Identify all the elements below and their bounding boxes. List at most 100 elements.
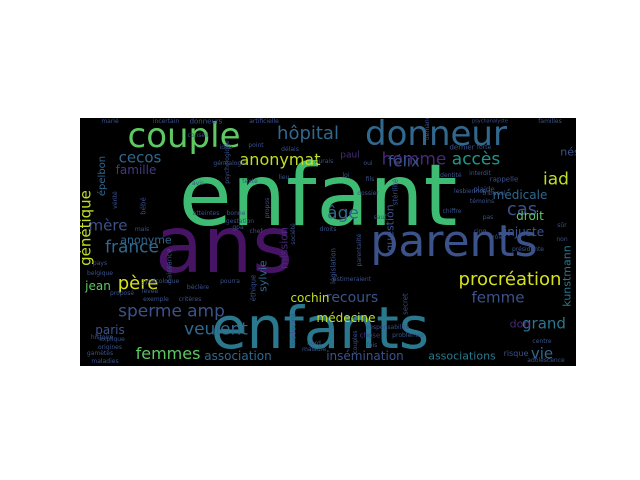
word-cloud-word: famille <box>115 163 157 177</box>
word-cloud-word: estimeraient <box>332 276 372 283</box>
word-cloud-word: associations <box>428 349 496 363</box>
word-cloud-word: maladies <box>91 358 119 365</box>
word-cloud-word: insémination <box>326 349 404 363</box>
word-cloud-word: chef <box>249 228 263 235</box>
word-cloud-word: présidente <box>512 246 544 253</box>
word-cloud-word: témoins <box>469 198 495 205</box>
word-cloud-word: texte <box>242 178 258 185</box>
word-cloud-word: sûr <box>557 222 567 229</box>
word-cloud-word: identité <box>438 172 462 179</box>
word-cloud-word: chose <box>359 331 381 340</box>
word-cloud-word: marié <box>101 118 119 125</box>
word-cloud-word: histoire <box>90 334 114 341</box>
word-cloud-word: conseil <box>187 132 209 139</box>
word-cloud-word: cecos <box>118 148 162 167</box>
word-cloud-word: avis <box>191 180 205 187</box>
word-cloud-word: incertain <box>152 118 180 125</box>
word-cloud-word: femmes <box>135 344 201 363</box>
word-cloud-word: délais <box>281 146 299 153</box>
word-cloud-word: fils <box>365 176 375 183</box>
word-cloud-word: médecins <box>289 313 298 347</box>
word-cloud-word: enfants <box>210 294 430 362</box>
word-cloud-word: responsabilité <box>366 324 410 331</box>
word-cloud-word: gestation <box>225 218 255 225</box>
word-cloud-word: anonymat <box>239 150 321 169</box>
word-cloud-word: aurais <box>314 158 334 165</box>
word-cloud-word: don <box>509 317 531 331</box>
word-cloud-word: vie <box>530 344 554 363</box>
word-cloud-word: père <box>117 273 159 294</box>
word-cloud-word: droit <box>516 209 544 223</box>
word-cloud-word: grand <box>522 314 566 333</box>
word-cloud-word: point <box>248 142 264 149</box>
word-cloud-word: maladie <box>301 346 327 353</box>
word-cloud-word: société <box>290 223 297 245</box>
word-cloud-word: cas <box>506 199 538 220</box>
word-cloud-word: secret <box>401 293 410 315</box>
word-cloud-word: centre <box>532 338 552 345</box>
word-cloud-word: cinq <box>473 228 487 235</box>
word-cloud-word: médecine <box>316 311 376 325</box>
word-cloud-word: demande <box>424 118 431 141</box>
word-cloud-word: tribunal <box>482 190 506 197</box>
word-cloud: enfant ans enfants parents couple donneur proc… <box>80 118 576 366</box>
word-cloud-word: question <box>383 204 397 252</box>
word-cloud-word: généalogie <box>213 160 247 167</box>
word-cloud-word: gamètes <box>86 350 114 357</box>
word-cloud-word: gynécologue <box>140 278 180 285</box>
word-cloud-word: pays <box>92 260 108 267</box>
word-cloud-word: enfant <box>178 146 458 246</box>
word-cloud-word: artificielle <box>249 118 279 125</box>
word-cloud-word: droits <box>319 226 337 233</box>
word-cloud-word: législation <box>329 248 338 284</box>
word-cloud-word: non <box>556 236 568 243</box>
word-cloud-word: éthique <box>249 274 258 302</box>
word-cloud-word: oui <box>363 160 373 167</box>
word-cloud-word: rôle <box>492 234 504 241</box>
word-cloud-word: levée <box>141 288 159 295</box>
word-cloud-word: risque <box>503 349 529 358</box>
word-cloud-word: femme <box>471 288 525 307</box>
word-cloud-word: explique <box>99 336 125 343</box>
word-cloud-word: vérité <box>112 191 119 209</box>
word-cloud-word: procréation <box>458 269 562 290</box>
word-cloud-word: france <box>105 237 159 258</box>
word-cloud-word: mère <box>88 216 128 235</box>
word-cloud-word: dossier <box>357 190 379 197</box>
word-cloud-word: idée <box>219 144 233 151</box>
word-cloud-word: atteintes <box>192 210 220 217</box>
word-cloud-word: kunstmann <box>560 245 574 307</box>
word-cloud-word: médicale <box>492 188 548 202</box>
word-cloud-word: origines <box>98 344 122 351</box>
word-cloud-word: béclère <box>186 284 210 291</box>
word-cloud-word: injuste <box>503 225 545 239</box>
word-cloud-word: donneur <box>365 118 507 154</box>
word-cloud-word: félix <box>388 152 420 171</box>
word-cloud-word: fois <box>366 342 378 349</box>
word-cloud-word: nés <box>560 145 576 159</box>
word-cloud-word: anonyme <box>120 233 172 247</box>
word-cloud-word: cochin <box>290 291 330 305</box>
word-cloud-word: forte <box>476 144 492 151</box>
word-cloud-word: association <box>204 349 272 363</box>
word-cloud-word: couples <box>352 330 359 354</box>
word-cloud-word: sylvie <box>256 260 270 292</box>
word-cloud-word: sperme <box>118 301 182 322</box>
word-cloud-word: psychologique <box>224 140 231 184</box>
word-cloud-word: exemple <box>143 296 169 303</box>
word-cloud-word: psychanalyste <box>472 118 508 125</box>
word-cloud-word: rappelle <box>489 175 519 184</box>
word-cloud-word: sauf <box>373 214 387 221</box>
word-cloud-word: recours <box>325 290 379 306</box>
word-cloud-word: iad <box>543 169 569 190</box>
word-cloud-word: critères <box>178 296 202 303</box>
word-cloud-word: parentalité <box>356 233 363 267</box>
word-cloud-word: paul <box>340 150 360 161</box>
word-cloud-word: amp <box>187 301 225 322</box>
word-cloud-word: mission <box>277 227 291 269</box>
word-cloud-word: mais <box>134 226 150 233</box>
word-cloud-word: bonne <box>226 210 246 217</box>
word-cloud-word: pourra <box>220 278 240 285</box>
word-cloud-word: gpa <box>232 224 244 231</box>
word-cloud-word: parents <box>370 216 538 267</box>
